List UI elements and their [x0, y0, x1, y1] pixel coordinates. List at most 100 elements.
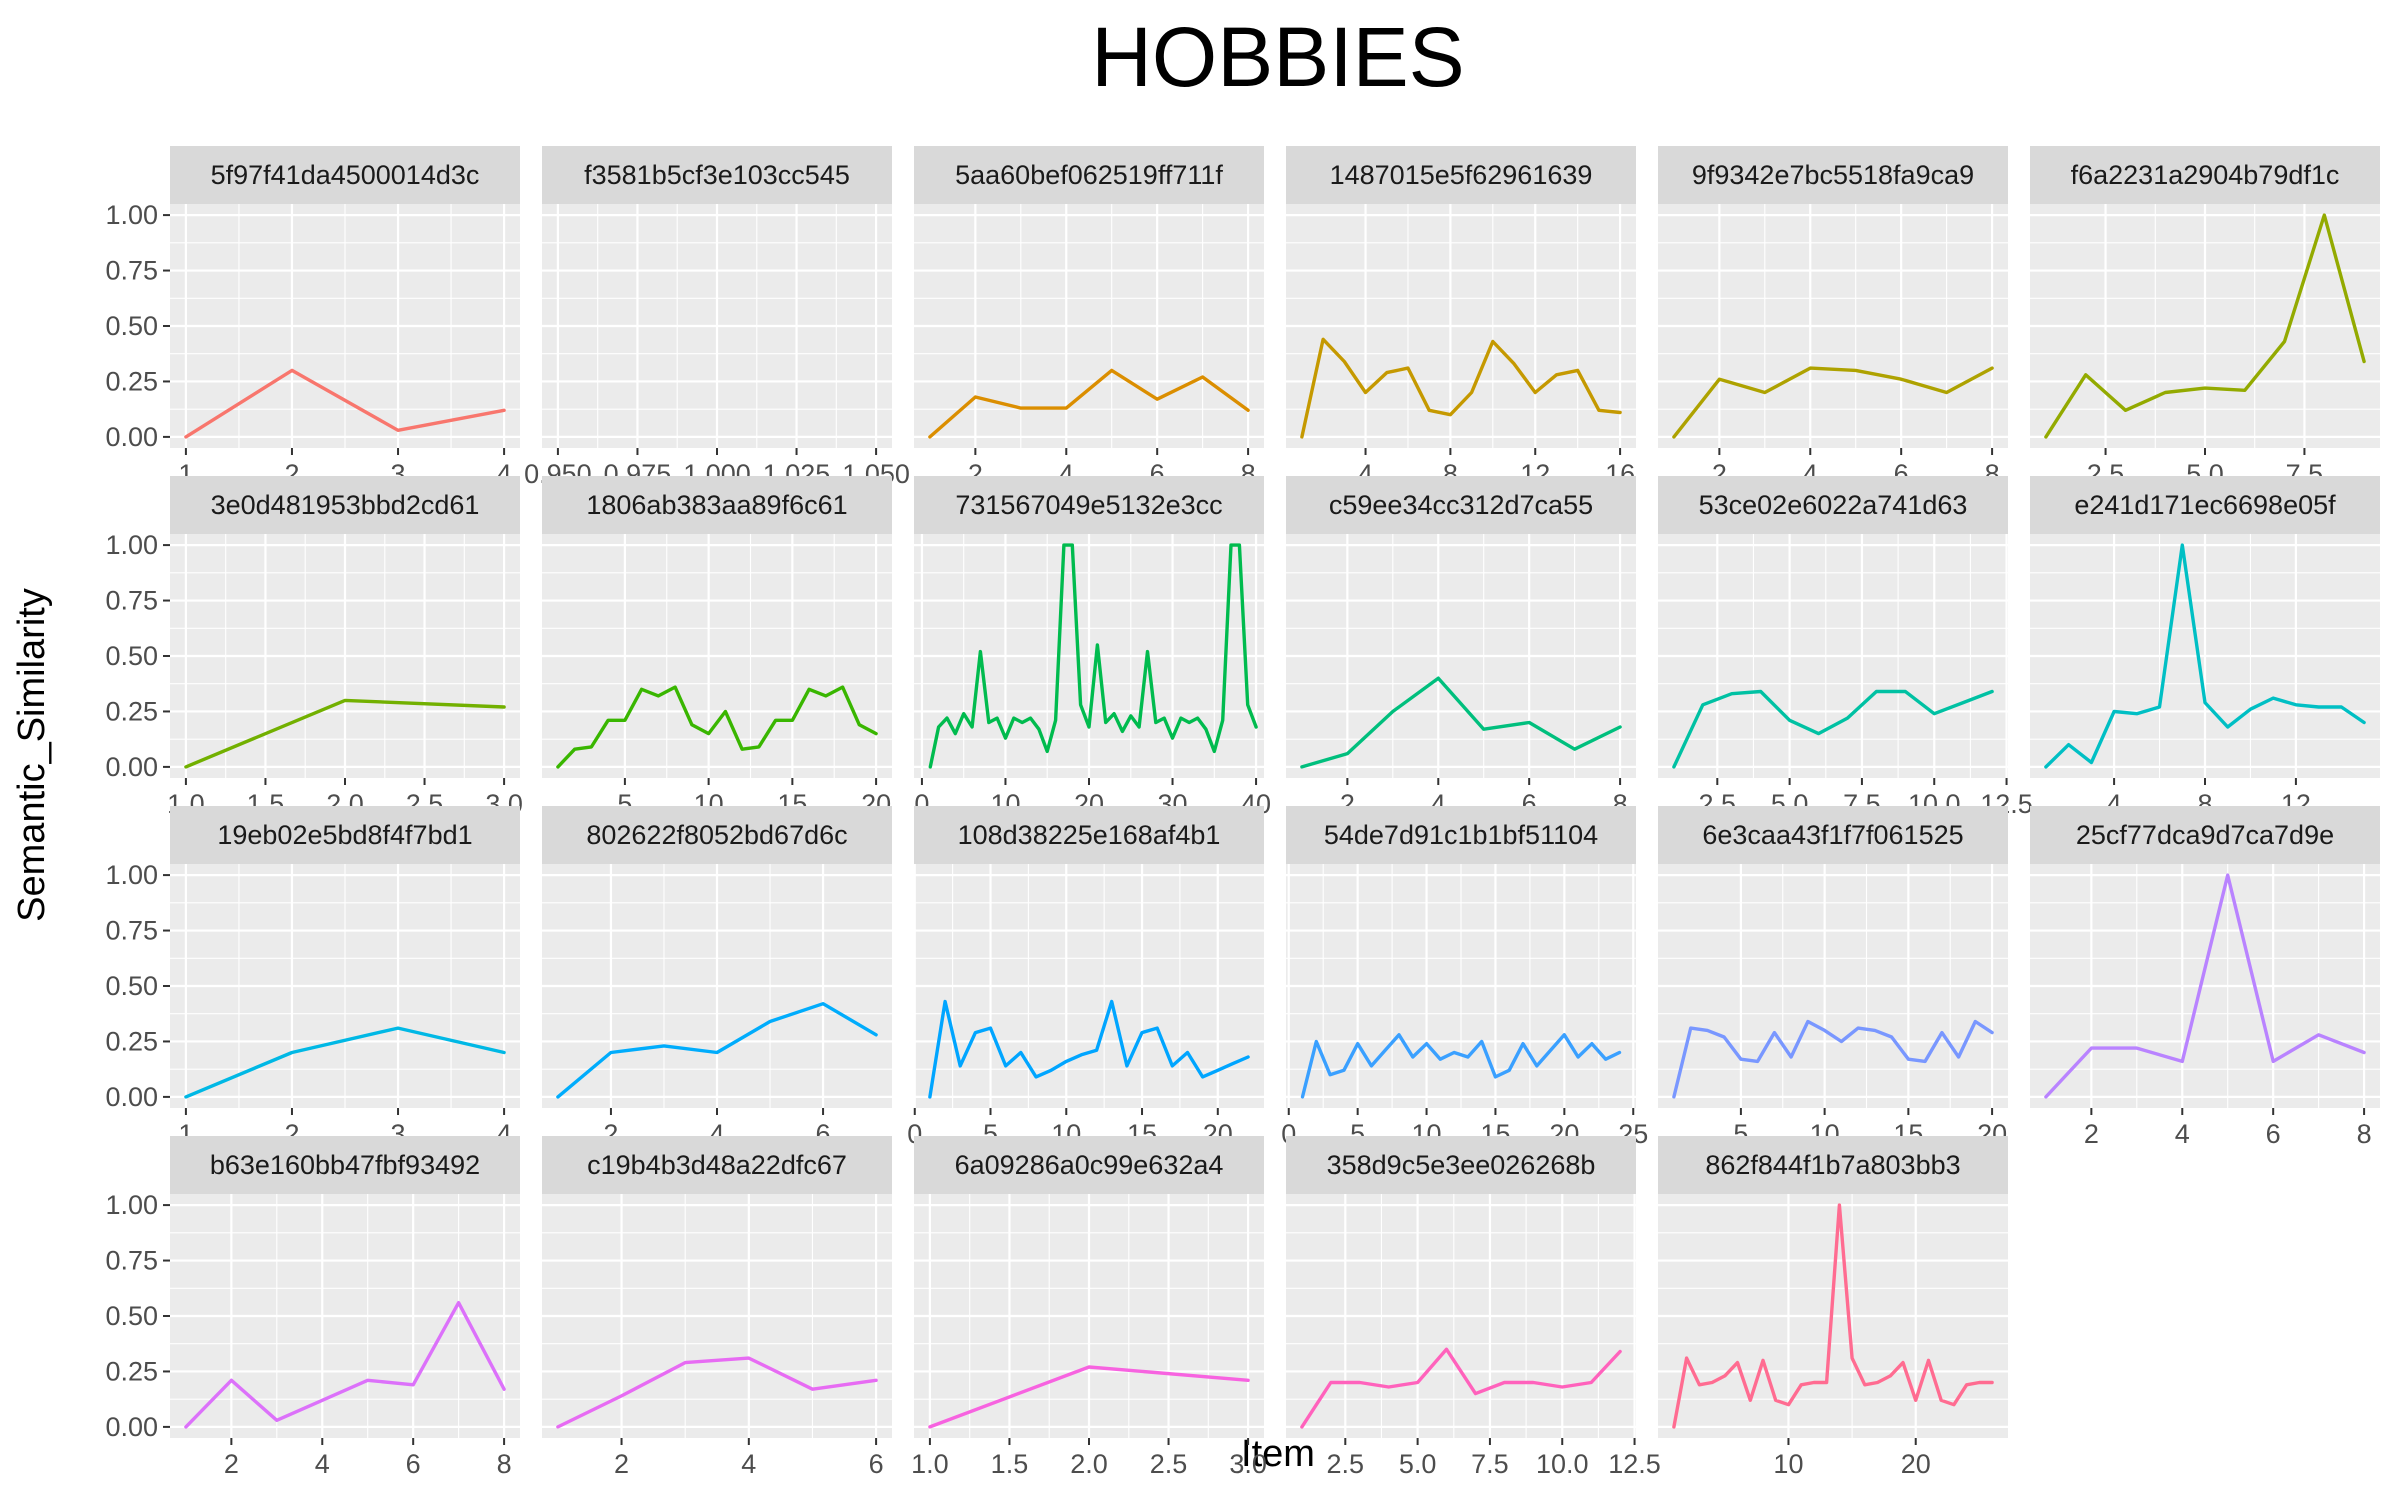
x-tick-label: 10	[1773, 1449, 1803, 1479]
facet-panel: c19b4b3d48a22dfc67 2 4 6	[542, 1136, 892, 1479]
x-tick-label: 2	[224, 1449, 239, 1479]
facet-strip	[542, 146, 892, 204]
facet-strip	[542, 806, 892, 864]
x-tick-label: 4	[315, 1449, 330, 1479]
facet-strip	[914, 146, 1264, 204]
series-line	[1300, 676, 1622, 769]
facet-label: 6a09286a0c99e632a4	[955, 1150, 1224, 1180]
facet-label: f6a2231a2904b79df1c	[2071, 160, 2340, 190]
x-tick-label: 1.0	[911, 1449, 949, 1479]
series-line	[1300, 337, 1622, 439]
y-tick-label: 1.00	[105, 200, 158, 230]
y-tick-label: 0.75	[105, 256, 158, 286]
facet-panel: b63e160bb47fbf93492 2 4 6 8 0.00 0.25 0.50 0.75 1…	[105, 1136, 520, 1479]
facet-label: 1487015e5f62961639	[1330, 160, 1593, 190]
y-tick-label: 0.00	[105, 752, 158, 782]
facet-strip	[170, 476, 520, 534]
facet-label: f3581b5cf3e103cc545	[584, 160, 850, 190]
facet-label: 6e3caa43f1f7f061525	[1702, 820, 1963, 850]
y-tick-label: 0.25	[105, 1026, 158, 1056]
facet-label: b63e160bb47fbf93492	[210, 1150, 480, 1180]
facet-strip	[914, 806, 1264, 864]
facet-label: 5f97f41da4500014d3c	[211, 160, 480, 190]
y-tick-label: 0.00	[105, 422, 158, 452]
facet-label: 54de7d91c1b1bf51104	[1324, 820, 1598, 850]
facet-label: 9f9342e7bc5518fa9ca9	[1692, 160, 1974, 190]
series-line	[556, 685, 878, 769]
x-tick-label: 12.5	[1608, 1449, 1661, 1479]
y-tick-label: 0.50	[105, 1301, 158, 1331]
y-tick-label: 0.75	[105, 586, 158, 616]
facet-strip	[914, 476, 1264, 534]
x-tick-label: 3.0	[1229, 1449, 1267, 1479]
series-line	[184, 1026, 506, 1099]
x-tick-label: 4	[741, 1449, 756, 1479]
y-tick-label: 0.50	[105, 971, 158, 1001]
facet-panel: 6a09286a0c99e632a4 1.0 1.5 2.0 2.5 3.0	[911, 1136, 1267, 1479]
y-tick-label: 1.00	[105, 1190, 158, 1220]
facet-label: 3e0d481953bbd2cd61	[211, 490, 480, 520]
facet-strip	[2030, 476, 2380, 534]
y-tick-label: 1.00	[105, 860, 158, 890]
series-line	[928, 543, 1258, 769]
chart-title: HOBBIES	[1091, 10, 1464, 104]
facet-label: 1806ab383aa89f6c61	[586, 490, 847, 520]
facet-strip	[914, 1136, 1264, 1194]
series-line	[928, 368, 1250, 439]
x-tick-label: 8	[497, 1449, 512, 1479]
facet-panel: 358d9c5e3ee026268b 2.5 5.0 7.5 10.0 12.5	[1286, 1136, 1661, 1479]
y-tick-label: 0.50	[105, 641, 158, 671]
y-tick-label: 0.75	[105, 916, 158, 946]
facet-label: 731567049e5132e3cc	[955, 490, 1222, 520]
x-tick-label: 1.5	[991, 1449, 1029, 1479]
series-line	[928, 999, 1250, 1099]
facet-label: 53ce02e6022a741d63	[1699, 490, 1968, 520]
facet-strip	[1658, 476, 2008, 534]
facet-strip	[1658, 806, 2008, 864]
x-tick-label: 2.5	[1150, 1449, 1188, 1479]
facet-label: 19eb02e5bd8f4f7bd1	[217, 820, 472, 850]
y-tick-label: 1.00	[105, 530, 158, 560]
series-line	[556, 1002, 878, 1099]
x-axis-title: Item	[1241, 1433, 1315, 1475]
series-line	[1672, 689, 1994, 769]
facet-strip	[1658, 1136, 2008, 1194]
y-tick-label: 0.25	[105, 696, 158, 726]
facet-strip	[1286, 146, 1636, 204]
x-tick-label: 8	[2357, 1119, 2372, 1149]
y-axis-title: Semantic_Similarity	[11, 588, 53, 922]
x-tick-label: 2	[614, 1449, 629, 1479]
facet-label: c59ee34cc312d7ca55	[1329, 490, 1593, 520]
y-tick-label: 0.75	[105, 1246, 158, 1276]
facet-strip	[1286, 1136, 1636, 1194]
facet-label: 862f844f1b7a803bb3	[1705, 1150, 1960, 1180]
series-line	[2044, 543, 2366, 769]
series-line	[1672, 1019, 1994, 1099]
x-tick-label: 2.5	[1327, 1449, 1365, 1479]
series-line	[2044, 873, 2366, 1099]
x-tick-label: 20	[1901, 1449, 1931, 1479]
facet-strip	[2030, 146, 2380, 204]
y-tick-label: 0.50	[105, 311, 158, 341]
series-line	[2044, 213, 2366, 439]
series-line	[1672, 366, 1994, 439]
x-tick-label: 2	[2084, 1119, 2099, 1149]
facet-strip	[1286, 806, 1636, 864]
facet-label: c19b4b3d48a22dfc67	[587, 1150, 847, 1180]
